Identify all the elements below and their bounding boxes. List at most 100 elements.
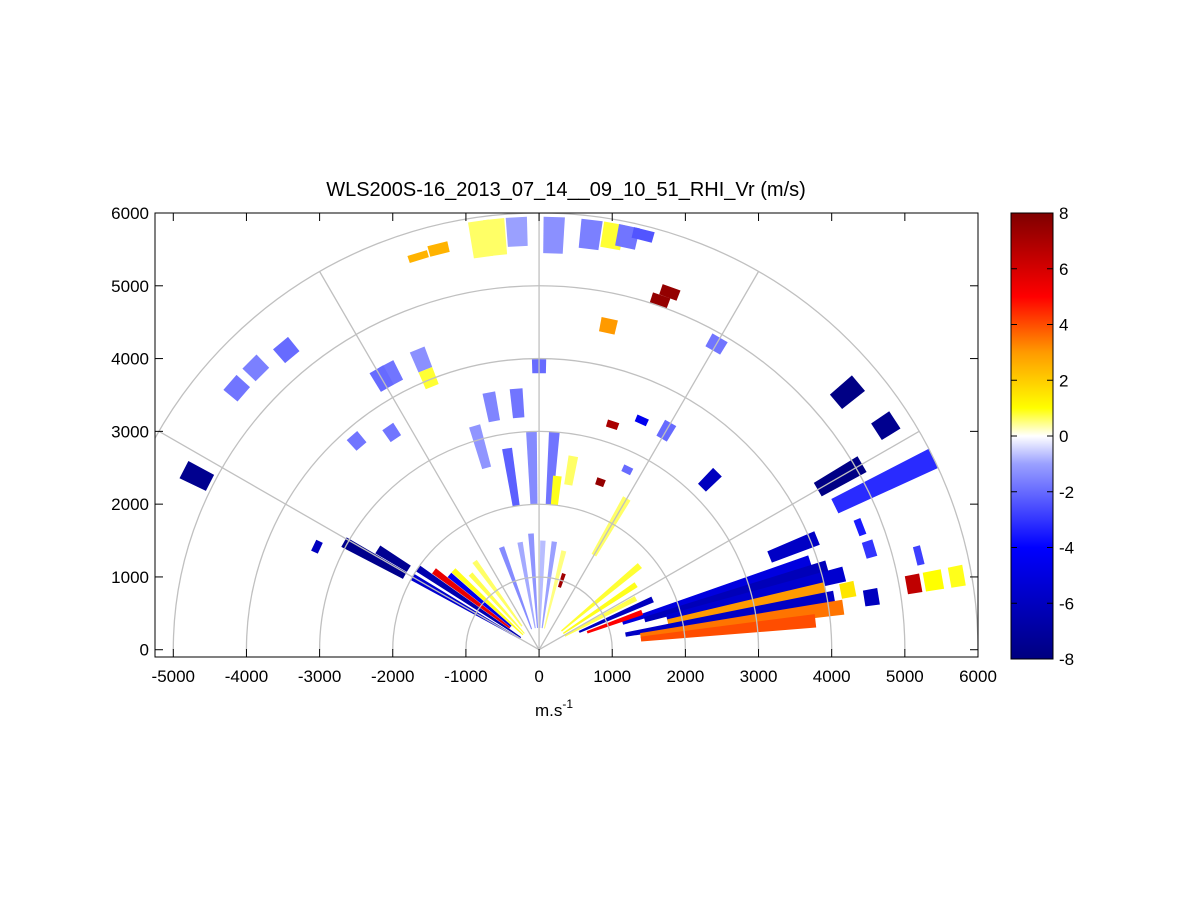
- velocity-cell: [643, 560, 830, 623]
- velocity-cell: [595, 477, 606, 488]
- velocity-cell: [912, 545, 925, 566]
- y-tick-label: 0: [140, 641, 149, 660]
- y-tick-label: 4000: [111, 350, 149, 369]
- velocity-cell: [564, 455, 579, 486]
- colorbar-tick-label: 4: [1059, 316, 1068, 335]
- velocity-cell: [346, 431, 367, 451]
- velocity-cell: [550, 475, 562, 506]
- x-tick-label: 4000: [813, 667, 851, 686]
- velocity-cell: [839, 580, 857, 599]
- velocity-cell: [667, 582, 827, 626]
- velocity-cell: [871, 411, 901, 440]
- velocity-cell: [509, 388, 525, 419]
- velocity-cell: [469, 424, 492, 470]
- velocity-cell: [242, 354, 270, 382]
- velocity-cell: [599, 317, 618, 335]
- velocity-cell: [541, 541, 557, 629]
- velocity-cell: [341, 537, 407, 579]
- azimuth-spoke: [158, 430, 540, 651]
- velocity-cell: [543, 216, 565, 254]
- colorbar-tick-label: 0: [1059, 427, 1068, 446]
- velocity-cell: [526, 431, 538, 505]
- velocity-cell: [502, 447, 520, 507]
- chart-title: WLS200S-16_2013_07_14__09_10_51_RHI_Vr (…: [326, 179, 806, 201]
- velocity-cell: [432, 568, 511, 629]
- velocity-cell: [634, 414, 649, 427]
- velocity-cell: [505, 216, 528, 247]
- colorbar: [1010, 212, 1054, 660]
- velocity-cell: [586, 609, 644, 634]
- velocity-cell: [621, 464, 634, 476]
- colorbar-tick-label: -4: [1059, 539, 1074, 558]
- velocity-cell: [407, 250, 429, 263]
- velocity-cell: [831, 448, 939, 514]
- velocity-cell: [379, 360, 404, 387]
- x-tick-label: 2000: [666, 667, 704, 686]
- velocity-cell: [451, 568, 524, 636]
- velocity-cell: [415, 565, 522, 638]
- velocity-cell: [179, 461, 215, 491]
- colorbar-tick-label: 6: [1059, 260, 1068, 279]
- x-tick-label: 0: [534, 667, 543, 686]
- velocity-cell: [409, 346, 433, 373]
- x-axis-ticks: -5000 -4000 -3000 -2000 -1000 0 1000 2000 3000 40…: [152, 213, 997, 686]
- velocity-cell: [539, 540, 546, 628]
- velocity-cell: [375, 545, 411, 572]
- y-axis-ticks: 0 1000 2000 3000 4000 5000 6000: [111, 204, 978, 660]
- velocity-cell: [659, 284, 681, 301]
- velocity-cell: [631, 227, 655, 243]
- velocity-cell: [311, 539, 323, 554]
- velocity-cell: [578, 596, 654, 633]
- velocity-cell: [561, 563, 642, 632]
- velocity-cell: [605, 419, 620, 430]
- velocity-cell: [578, 218, 603, 251]
- colorbar-tick-label: 2: [1059, 371, 1068, 390]
- velocity-cell: [468, 219, 494, 259]
- x-tick-label: 1000: [593, 667, 631, 686]
- velocity-cell: [922, 569, 945, 592]
- velocity-cell: [468, 572, 525, 634]
- velocity-cell: [904, 573, 923, 595]
- velocity-cell: [528, 533, 539, 628]
- velocity-cell: [223, 374, 250, 402]
- x-tick-label: 6000: [959, 667, 997, 686]
- velocity-cell: [482, 391, 500, 423]
- velocity-cell: [666, 566, 847, 622]
- velocity-cell: [427, 241, 450, 257]
- velocity-cell: [625, 590, 836, 637]
- velocity-cell: [472, 559, 523, 627]
- velocity-cell: [564, 596, 638, 637]
- x-tick-label: -3000: [298, 667, 341, 686]
- colorbar-ticks: -8 -6 -4 -2 0 2 4 6 8: [1011, 204, 1074, 669]
- colorbar-tick-label: -2: [1059, 483, 1074, 502]
- velocity-cell: [829, 375, 865, 409]
- y-tick-label: 5000: [111, 277, 149, 296]
- y-tick-label: 1000: [111, 568, 149, 587]
- velocity-cells: [179, 216, 966, 642]
- velocity-cell: [543, 550, 567, 629]
- y-tick-label: 3000: [111, 422, 149, 441]
- velocity-cell: [861, 539, 878, 559]
- azimuth-spoke: [538, 430, 920, 651]
- azimuth-spoke: [319, 271, 540, 651]
- x-tick-label: -2000: [371, 667, 414, 686]
- velocity-cell: [767, 531, 820, 563]
- plot-area-frame: [154, 212, 979, 658]
- x-tick-label: -4000: [225, 667, 268, 686]
- velocity-cell: [947, 564, 966, 588]
- x-tick-label: -5000: [152, 667, 195, 686]
- colorbar-tick-label: -8: [1059, 650, 1074, 669]
- azimuth-spoke: [538, 271, 760, 651]
- velocity-cell: [640, 599, 845, 638]
- x-tick-label: -1000: [444, 667, 487, 686]
- velocity-cell: [698, 467, 722, 492]
- velocity-cell: [621, 555, 813, 625]
- velocity-cell: [418, 367, 439, 390]
- velocity-cell: [853, 518, 867, 537]
- velocity-cell: [447, 572, 512, 627]
- velocity-cell: [382, 422, 402, 443]
- x-axis-label: m.s-1: [535, 697, 573, 720]
- y-tick-label: 6000: [111, 204, 149, 223]
- velocity-cell: [273, 336, 300, 364]
- y-tick-label: 2000: [111, 495, 149, 514]
